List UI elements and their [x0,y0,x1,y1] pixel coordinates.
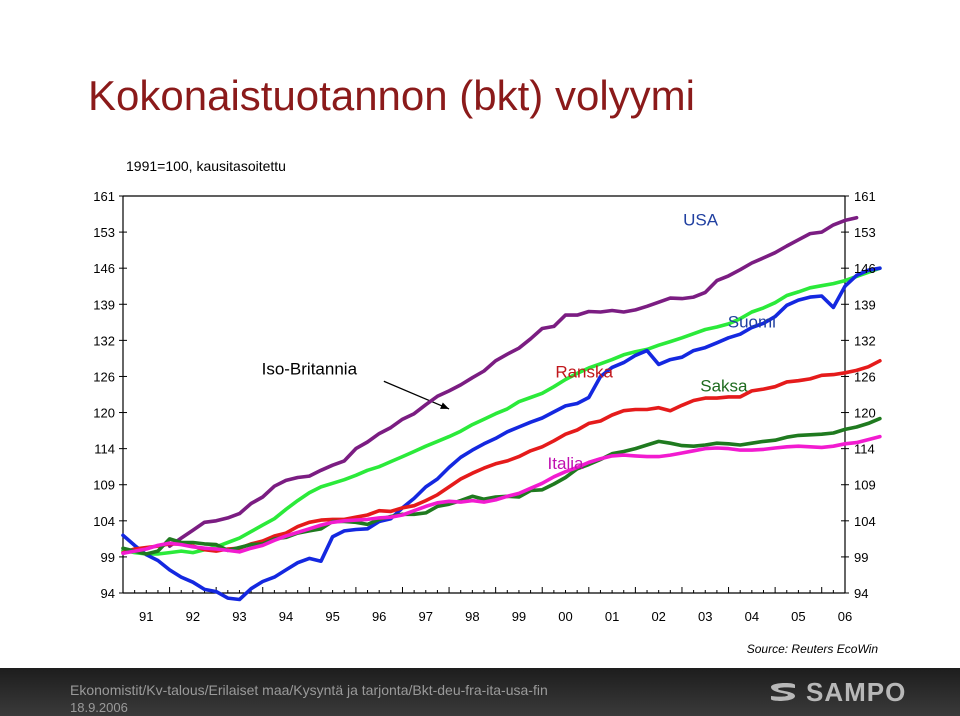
x-tick-label: 91 [139,609,153,624]
y-tick-label-right: 99 [854,550,868,565]
y-tick-label-left: 94 [101,586,115,601]
y-tick-label-right: 132 [854,333,876,348]
y-tick-label-left: 104 [93,514,115,529]
y-tick-label-left: 120 [93,406,115,421]
x-tick-label: 97 [419,609,433,624]
series-annotation-saksa: Saksa [700,376,748,395]
y-tick-label-left: 109 [93,478,115,493]
x-tick-label: 05 [791,609,805,624]
x-tick-label: 02 [651,609,665,624]
gdp-line-chart: 94 94 99 99 104 104 109 109 114 114 120 120 126 126 13… [93,189,882,624]
y-tick-label-right: 94 [854,586,868,601]
series-annotation-ranska: Ranska [555,363,613,382]
page-title: Kokonaistuotannon (bkt) volyymi [88,72,695,119]
x-tick-label: 98 [465,609,479,624]
series-line-ranska [121,358,882,555]
y-tick-label-right: 139 [854,297,876,312]
y-tick-label-right: 161 [854,189,876,204]
x-tick-label: 94 [279,609,293,624]
series-line-saksa [121,416,882,556]
x-tick-label: 92 [186,609,200,624]
x-tick-label: 06 [838,609,852,624]
series-line-usa [167,215,859,548]
series-annotation-iso-britannia: Iso-Britannia [262,360,358,379]
series-annotation-italia: Italia [548,454,584,473]
x-tick-label: 04 [745,609,759,624]
footer-bar: Ekonomistit/Kv-talous/Erilaiset maa/Kysy… [0,668,960,716]
y-tick-label-left: 132 [93,333,115,348]
y-tick-label-right: 104 [854,514,876,529]
y-tick-label-left: 99 [101,550,115,565]
y-tick-label-left: 146 [93,261,115,276]
sampo-logo: SAMPO [768,676,907,707]
y-tick-label-right: 114 [854,442,875,457]
x-tick-label: 99 [512,609,526,624]
x-tick-label: 03 [698,609,712,624]
source-note: Source: Reuters EcoWin [746,642,878,656]
x-tick-label: 93 [232,609,246,624]
y-tick-label-right: 126 [854,369,876,384]
footer-date-text: 18.9.2006 [70,700,128,715]
series-line-italia [121,434,882,556]
series-line-iso-britannia [121,266,882,556]
y-tick-label-right: 153 [854,225,876,240]
y-tick-label-right: 146 [854,261,876,276]
y-tick-label-left: 153 [93,225,115,240]
y-tick-label-left: 139 [93,297,115,312]
y-tick-label-left: 161 [93,189,115,204]
x-tick-label: 01 [605,609,619,624]
footer-path-text: Ekonomistit/Kv-talous/Erilaiset maa/Kysy… [70,682,548,698]
y-tick-label-right: 109 [854,478,876,493]
y-tick-label-right: 120 [854,406,876,421]
x-tick-label: 95 [325,609,339,624]
x-tick-label: 96 [372,609,386,624]
series-annotation-suomi: Suomi [728,312,776,331]
chart-subtitle: 1991=100, kausitasoitettu [126,158,286,174]
y-tick-label-left: 114 [94,442,115,457]
annotation-arrow-head [440,402,450,409]
sampo-logo-text: SAMPO [806,676,907,707]
y-tick-label-left: 126 [93,369,115,384]
series-annotation-usa: USA [683,210,719,229]
series-line-suomi [121,266,882,602]
x-tick-label: 00 [558,609,572,624]
annotation-arrow [383,380,450,410]
sampo-logo-icon [771,682,795,701]
